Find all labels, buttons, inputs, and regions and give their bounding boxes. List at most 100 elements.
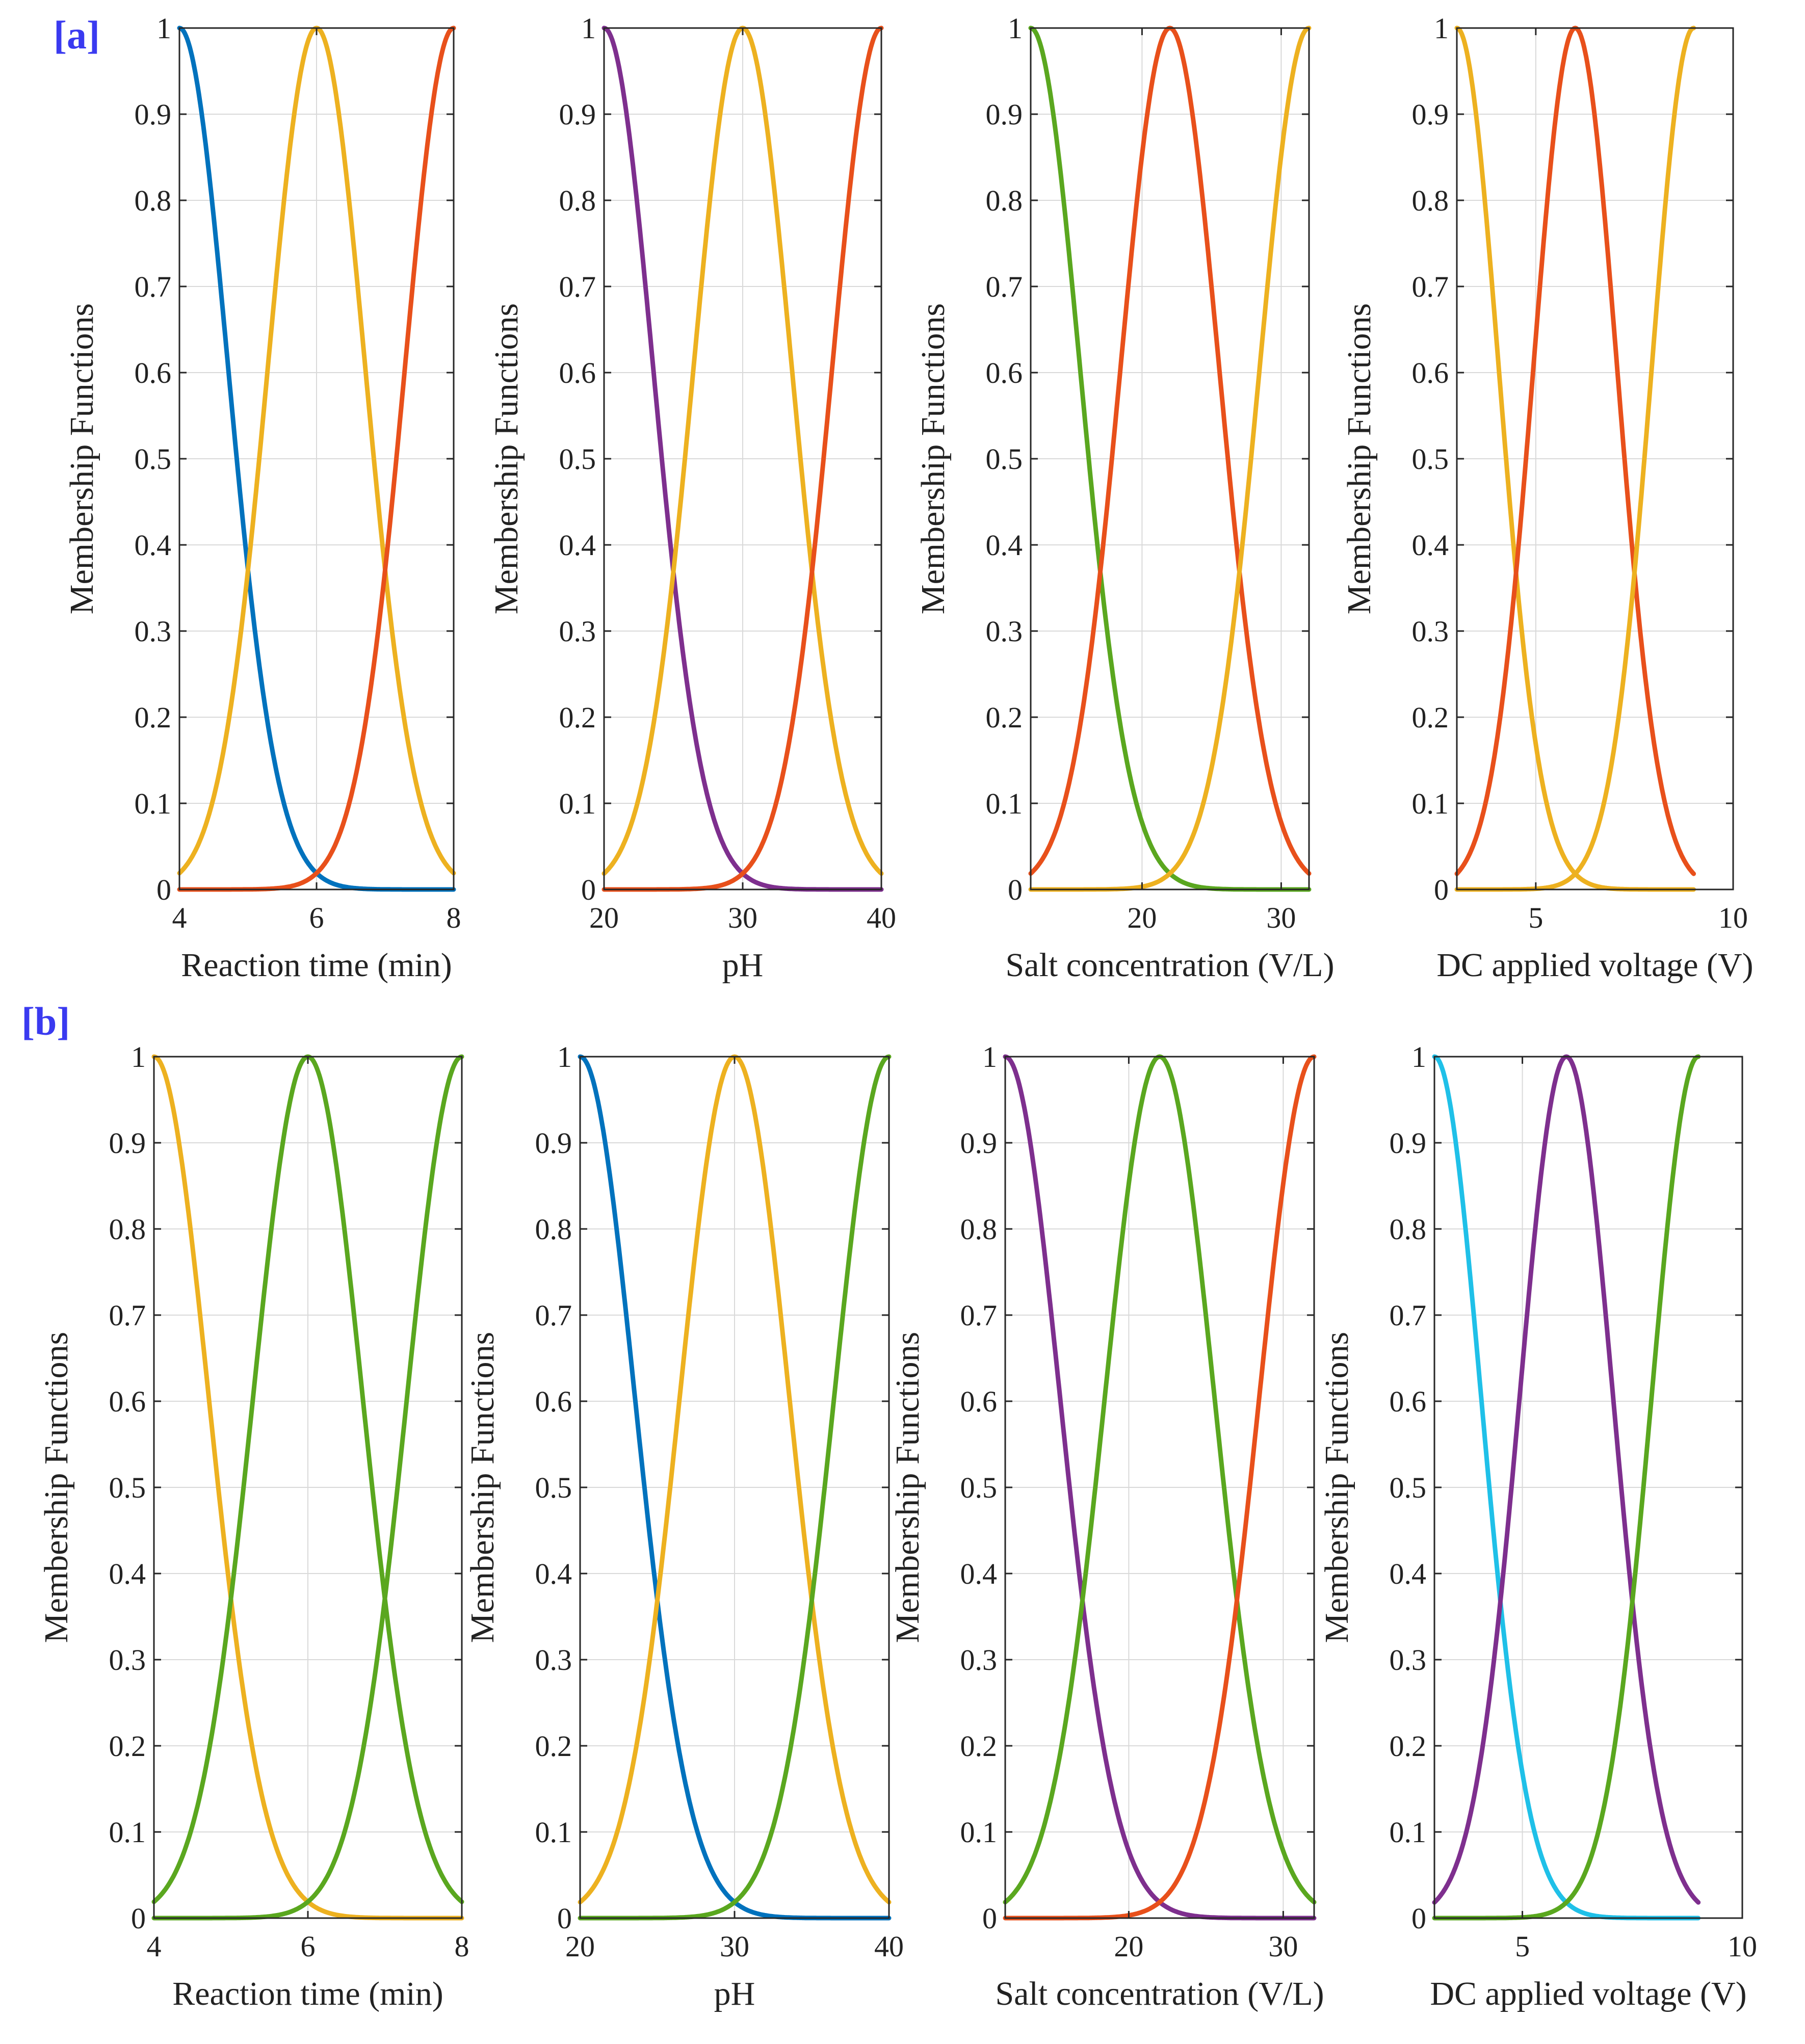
y-tick-label: 0.7 xyxy=(135,270,172,303)
y-tick-label: 0 xyxy=(557,1902,572,1935)
x-tick-label: 20 xyxy=(565,1930,595,1963)
y-tick-label: 0.1 xyxy=(135,787,172,820)
y-tick-label: 0.8 xyxy=(535,1213,572,1246)
y-tick-label: 0.6 xyxy=(109,1385,146,1418)
y-tick-label: 0 xyxy=(1434,873,1449,906)
chart-4: 0 0.1 0.2 0.3 0.4 0.5 0.6 0.7 0.8 0.9 1 5 10 DC appli… xyxy=(1341,12,1754,984)
y-tick-label: 0.8 xyxy=(1390,1213,1427,1246)
y-tick-label: 0.9 xyxy=(559,98,596,131)
y-tick-label: 0.5 xyxy=(1390,1471,1427,1504)
y-tick-label: 0.1 xyxy=(1412,787,1449,820)
x-tick-label: 6 xyxy=(301,1930,316,1963)
chart-3: 0 0.1 0.2 0.3 0.4 0.5 0.6 0.7 0.8 0.9 1 20 30 Salt co… xyxy=(914,12,1335,984)
x-axis-label: Salt concentration (V/L) xyxy=(1005,947,1334,984)
y-tick-label: 0.3 xyxy=(986,615,1023,648)
x-tick-label: 6 xyxy=(309,901,324,934)
y-tick-label: 0.1 xyxy=(535,1816,572,1849)
y-tick-label: 0.1 xyxy=(1390,1816,1427,1849)
y-tick-label: 1 xyxy=(1434,12,1449,45)
y-tick-label: 0.8 xyxy=(960,1213,998,1246)
series-line-mf2 xyxy=(1003,1054,1317,1905)
y-tick-label: 0.6 xyxy=(559,356,596,389)
y-tick-label: 0.3 xyxy=(960,1643,998,1676)
x-axis-label: Reaction time (min) xyxy=(181,947,452,984)
y-tick-label: 0.5 xyxy=(960,1471,998,1504)
x-tick-label: 30 xyxy=(1268,1930,1298,1963)
y-tick-label: 1 xyxy=(581,12,596,45)
y-tick-label: 0.6 xyxy=(1390,1385,1427,1418)
y-tick-label: 0.6 xyxy=(135,356,172,389)
chart-6: 0 0.1 0.2 0.3 0.4 0.5 0.6 0.7 0.8 0.9 1 20 30 40 pH Mem… xyxy=(464,1040,904,2012)
y-tick-label: 0.4 xyxy=(1412,529,1449,562)
y-tick-label: 0.3 xyxy=(1390,1643,1427,1676)
y-tick-label: 0.5 xyxy=(109,1471,146,1504)
x-tick-label: 4 xyxy=(172,901,187,934)
chart-8: 0 0.1 0.2 0.3 0.4 0.5 0.6 0.7 0.8 0.9 1 5 10 DC appli… xyxy=(1318,1040,1757,2012)
y-tick-label: 1 xyxy=(131,1040,146,1073)
y-axis-label: Membership Functions xyxy=(1341,303,1378,614)
y-tick-label: 1 xyxy=(982,1040,997,1073)
y-tick-label: 0.5 xyxy=(559,442,596,476)
y-tick-label: 0.3 xyxy=(535,1643,572,1676)
y-tick-label: 0.3 xyxy=(1412,615,1449,648)
y-tick-label: 1 xyxy=(1411,1040,1426,1073)
y-tick-label: 0.8 xyxy=(986,184,1023,217)
y-tick-label: 0.6 xyxy=(535,1385,572,1418)
y-tick-label: 0.4 xyxy=(109,1557,146,1590)
chart-2: 0 0.1 0.2 0.3 0.4 0.5 0.6 0.7 0.8 0.9 1 20 30 40 pH Mem… xyxy=(488,12,896,984)
y-axis-label: Membership Functions xyxy=(914,303,952,614)
x-tick-label: 4 xyxy=(147,1930,162,1963)
y-tick-label: 0 xyxy=(581,873,596,906)
panel-label-a: [a] xyxy=(54,13,100,57)
y-tick-label: 0.5 xyxy=(1412,442,1449,476)
y-tick-label: 0.9 xyxy=(535,1126,572,1160)
y-axis-label: Membership Functions xyxy=(488,303,525,614)
y-tick-label: 0.4 xyxy=(960,1557,998,1590)
x-tick-label: 30 xyxy=(720,1930,749,1963)
x-axis-label: pH xyxy=(714,1975,755,2012)
x-tick-label: 10 xyxy=(1728,1930,1757,1963)
y-tick-label: 1 xyxy=(156,12,171,45)
y-tick-label: 0.7 xyxy=(960,1299,998,1332)
y-tick-label: 0.5 xyxy=(986,442,1023,476)
x-tick-label: 8 xyxy=(455,1930,469,1963)
y-tick-label: 0.4 xyxy=(1390,1557,1427,1590)
series-line-mf2 xyxy=(1454,25,1696,876)
y-tick-label: 0.9 xyxy=(1412,98,1449,131)
y-tick-label: 0.2 xyxy=(960,1729,998,1763)
y-tick-label: 0.8 xyxy=(135,184,172,217)
y-tick-label: 0.1 xyxy=(960,1816,998,1849)
y-tick-label: 0.2 xyxy=(535,1729,572,1763)
y-tick-label: 0.3 xyxy=(135,615,172,648)
x-axis-label: DC applied voltage (V) xyxy=(1436,947,1753,984)
x-tick-label: 5 xyxy=(1528,901,1543,934)
y-tick-label: 0.1 xyxy=(986,787,1023,820)
y-tick-label: 0.9 xyxy=(960,1126,998,1160)
y-tick-label: 1 xyxy=(557,1040,572,1073)
y-tick-label: 0.2 xyxy=(135,701,172,734)
chart-1: 0 0.1 0.2 0.3 0.4 0.5 0.6 0.7 0.8 0.9 1 4 6 8 Reaction… xyxy=(63,12,461,984)
x-axis-label: Salt concentration (V/L) xyxy=(995,1975,1324,2012)
y-tick-label: 0.1 xyxy=(109,1816,146,1849)
y-tick-label: 0 xyxy=(982,1902,997,1935)
y-tick-label: 0.9 xyxy=(986,98,1023,131)
x-tick-label: 40 xyxy=(874,1930,904,1963)
series-line-mf2 xyxy=(1028,25,1312,876)
y-tick-label: 0.9 xyxy=(135,98,172,131)
y-tick-label: 0 xyxy=(1008,873,1023,906)
series-line-mf2 xyxy=(1432,1054,1701,1905)
x-tick-label: 8 xyxy=(447,901,461,934)
y-tick-label: 0.5 xyxy=(535,1471,572,1504)
x-axis-label: pH xyxy=(722,947,764,984)
y-tick-label: 0 xyxy=(1411,1902,1426,1935)
y-axis-label: Membership Functions xyxy=(63,303,100,614)
y-tick-label: 0.8 xyxy=(559,184,596,217)
y-tick-label: 0.2 xyxy=(559,701,596,734)
x-tick-label: 30 xyxy=(728,901,757,934)
x-tick-label: 20 xyxy=(1114,1930,1143,1963)
y-tick-label: 0.7 xyxy=(559,270,596,303)
x-axis-label: Reaction time (min) xyxy=(172,1975,443,2012)
y-axis-label: Membership Functions xyxy=(1318,1332,1355,1643)
x-tick-label: 20 xyxy=(1127,901,1157,934)
